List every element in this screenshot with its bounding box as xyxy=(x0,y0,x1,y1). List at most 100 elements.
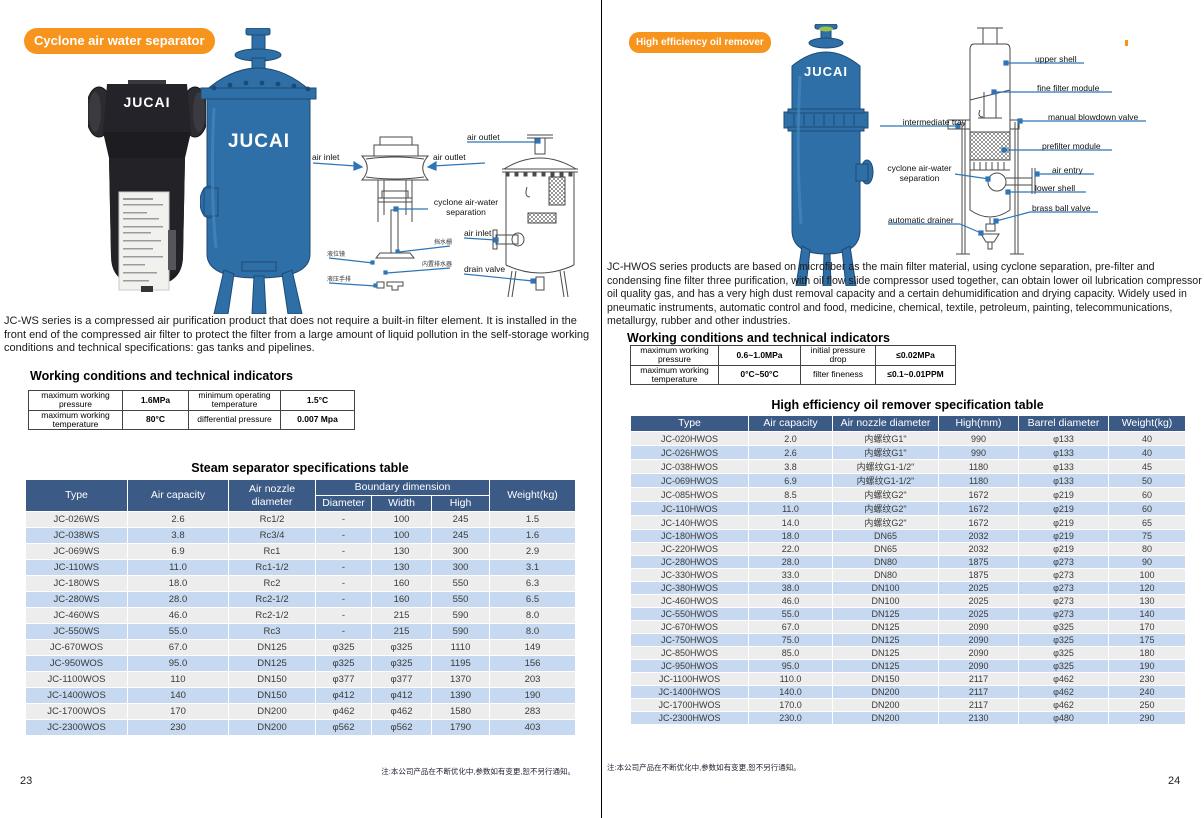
table-cell: Rc1-1/2 xyxy=(228,559,316,577)
table-cell: 149 xyxy=(489,639,577,657)
table-cell: DN125 xyxy=(832,620,939,635)
table-cell: 40 xyxy=(1108,445,1186,461)
table-cell: 110 xyxy=(127,671,229,689)
col-header-air-capacity: Air capacity xyxy=(748,414,833,433)
table-cell: maximum working temperature xyxy=(28,409,123,431)
diagram-label-cyclone-line2: separation xyxy=(899,173,940,183)
table-cell: φ325 xyxy=(1018,646,1109,661)
table-cell: 245 xyxy=(430,527,491,545)
col-header-type: Type xyxy=(630,414,749,433)
table-cell: 60 xyxy=(1108,487,1186,503)
page-divider xyxy=(601,0,602,818)
table-subheader-row: Diameter Width High xyxy=(26,495,576,513)
col-header-diameter: Diameter xyxy=(315,495,372,513)
table-row: JC-670WOS 67.0 DN125 φ325 φ325 1110 149 xyxy=(25,639,577,657)
blue-vessel-image-right: JUCAI xyxy=(778,23,874,287)
table-row: JC-1400WOS 140 DN150 φ412 φ412 1390 190 xyxy=(25,687,577,705)
table-cell: Rc3/4 xyxy=(228,527,316,545)
table-cell: 40 xyxy=(1108,431,1186,447)
table-cell: 160 xyxy=(371,591,432,609)
table-row: JC-2300HWOS 230.0 DN200 2130 φ480 290 xyxy=(630,711,1186,726)
table-cell: JC-950HWOS xyxy=(630,659,749,674)
table-row: JC-1100WOS 110 DN150 φ377 φ377 1370 203 xyxy=(25,671,577,689)
table-row: JC-950HWOS 95.0 DN125 2090 φ325 190 xyxy=(630,659,1186,674)
table-cell: JC-140HWOS xyxy=(630,515,749,531)
table-cell: 240 xyxy=(1108,685,1186,700)
table-cell: 60 xyxy=(1108,501,1186,517)
table-cell: 2032 xyxy=(938,542,1019,557)
col-header-high: High xyxy=(430,495,491,513)
left-spec-table: Type Air capacity Air nozzle diameter Bo… xyxy=(25,478,577,737)
table-cell: 28.0 xyxy=(127,591,229,609)
table-cell: 2090 xyxy=(938,633,1019,648)
right-working-heading: Working conditions and technical indicat… xyxy=(627,331,890,345)
table-row: JC-460HWOS 46.0 DN100 2025 φ273 130 xyxy=(630,594,1186,609)
col-header-weight: Weight(kg) xyxy=(1108,414,1186,433)
table-cell: - xyxy=(315,559,372,577)
table-cell: JC-026HWOS xyxy=(630,445,749,461)
table-row: JC-750HWOS 75.0 DN125 2090 φ325 175 xyxy=(630,633,1186,648)
table-cell: 2117 xyxy=(938,685,1019,700)
table-cell: φ273 xyxy=(1018,568,1109,583)
table-cell: 8.0 xyxy=(489,607,577,625)
diagram-label-air-inlet: air inlet xyxy=(312,152,340,162)
table-cell: φ133 xyxy=(1018,445,1109,461)
table-cell: φ273 xyxy=(1018,607,1109,622)
table-cell: 140 xyxy=(127,687,229,705)
blue-vessel-art-left xyxy=(199,27,317,315)
table-row: maximum working pressure 1.6MPa minimum op… xyxy=(28,390,355,411)
diagram-label-air-entry: air entry xyxy=(1052,165,1083,175)
table-cell: JC-2300WOS xyxy=(25,719,128,737)
table-cell: - xyxy=(315,623,372,641)
orange-mark xyxy=(1125,40,1128,46)
table-cell: 550 xyxy=(430,575,491,593)
col-header-weight: Weight(kg) xyxy=(489,478,577,513)
table-cell: 0°C~50°C xyxy=(718,364,801,386)
table-cell: φ325 xyxy=(315,655,372,673)
table-row: JC-020HWOS 2.0 内螺纹G1" 990 φ133 40 xyxy=(630,431,1186,447)
separator-diagrams: air inlet air outlet cyclone air-water s… xyxy=(300,125,600,305)
table-cell: DN125 xyxy=(228,639,316,657)
table-cell: JC-460HWOS xyxy=(630,594,749,609)
table-cell: 300 xyxy=(430,559,491,577)
table-cell: φ325 xyxy=(1018,620,1109,635)
table-cell: 2.9 xyxy=(489,543,577,561)
table-cell: JC-1400WOS xyxy=(25,687,128,705)
table-cell: φ462 xyxy=(1018,672,1109,687)
table-cell: 100 xyxy=(371,527,432,545)
table-row: JC-026WS 2.6 Rc1/2-100 245 1.5 xyxy=(25,511,577,529)
table-cell: 46.0 xyxy=(127,607,229,625)
table-cell: DN125 xyxy=(832,607,939,622)
table-cell: 156 xyxy=(489,655,577,673)
table-cell: 2090 xyxy=(938,620,1019,635)
table-cell: 2117 xyxy=(938,698,1019,713)
table-cell: 1.6 xyxy=(489,527,577,545)
table-cell: - xyxy=(315,543,372,561)
table-cell: 1.6MPa xyxy=(122,390,189,411)
table-cell: 175 xyxy=(1108,633,1186,648)
table-row: JC-850HWOS 85.0 DN125 2090 φ325 180 xyxy=(630,646,1186,661)
table-cell: φ219 xyxy=(1018,542,1109,557)
right-description: JC-HWOS series products are based on mic… xyxy=(607,261,1202,328)
black-separator-image: JUCAI xyxy=(85,80,209,312)
table-cell: 2.0 xyxy=(748,431,833,447)
table-cell: 内螺纹G1-1/2" xyxy=(832,459,939,475)
table-row: maximum working pressure 0.6~1.0MPa initia… xyxy=(630,345,956,366)
table-cell: 3.1 xyxy=(489,559,577,577)
table-row: JC-085HWOS 8.5 内螺纹G2" 1672 φ219 60 xyxy=(630,487,1186,503)
table-cell: φ219 xyxy=(1018,501,1109,517)
col-header-barrel: Barrel diameter xyxy=(1018,414,1109,433)
table-cell: 1195 xyxy=(430,655,491,673)
table-cell: 140.0 xyxy=(748,685,833,700)
table-cell: 215 xyxy=(371,607,432,625)
table-cell: φ325 xyxy=(315,639,372,657)
diagram-label-level-gauge: 液位镜 xyxy=(327,252,346,258)
table-cell: 75.0 xyxy=(748,633,833,648)
table-cell: 300 xyxy=(430,543,491,561)
table-cell: 2.6 xyxy=(127,511,229,529)
table-cell: JC-670HWOS xyxy=(630,620,749,635)
table-cell: JC-085HWOS xyxy=(630,487,749,503)
table-cell: maximum working pressure xyxy=(28,390,123,411)
table-cell: 100 xyxy=(371,511,432,529)
table-cell: 75 xyxy=(1108,529,1186,544)
